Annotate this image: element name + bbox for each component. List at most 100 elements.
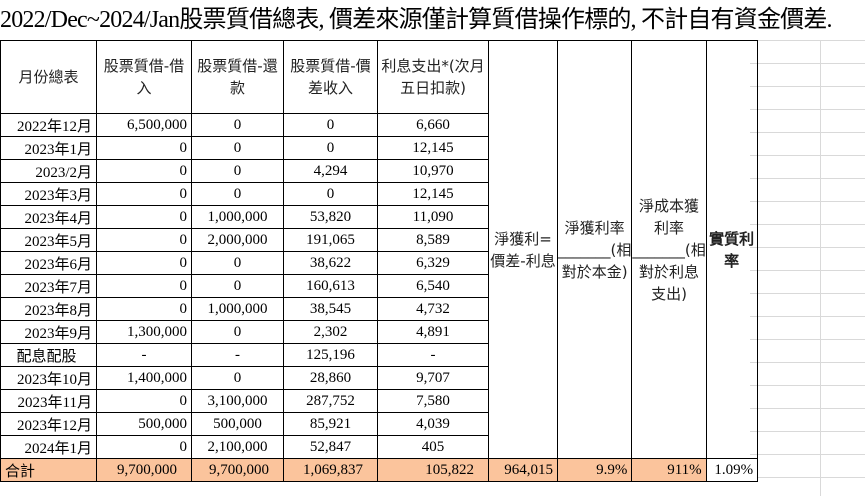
cell-borrow[interactable]: 6,500,000: [96, 113, 192, 137]
cell-spread[interactable]: 0: [283, 113, 378, 137]
table-row: 2023年4月 0 1,000,000 53,820 11,090: [0, 205, 758, 229]
header-interest[interactable]: 利息支出*(次月五日扣款): [377, 40, 489, 114]
cell-repay[interactable]: 2,100,000: [191, 435, 284, 459]
cell-borrow[interactable]: 0: [96, 136, 192, 160]
header-net-profit[interactable]: 淨獲利=價差-利息: [488, 40, 558, 459]
cell-interest[interactable]: 6,540: [377, 274, 489, 298]
cell-borrow[interactable]: 1,400,000: [96, 366, 192, 390]
cell-borrow[interactable]: 0: [96, 205, 192, 229]
total-cost-rate[interactable]: 911%: [631, 458, 707, 482]
cell-borrow[interactable]: 1,300,000: [96, 320, 192, 344]
cell-repay[interactable]: 0: [191, 159, 284, 183]
cell-spread[interactable]: 191,065: [283, 228, 378, 252]
cell-month[interactable]: 2023年5月: [0, 228, 97, 252]
cell-month[interactable]: 2023年6月: [0, 251, 97, 275]
cell-repay[interactable]: 0: [191, 113, 284, 137]
cell-interest[interactable]: 4,732: [377, 297, 489, 321]
cell-interest[interactable]: 405: [377, 435, 489, 459]
cell-spread[interactable]: 160,613: [283, 274, 378, 298]
cell-month[interactable]: 2023年3月: [0, 182, 97, 206]
cell-repay[interactable]: 1,000,000: [191, 297, 284, 321]
cell-month[interactable]: 2023年7月: [0, 274, 97, 298]
spreadsheet: 月份總表 股票質借-借入 股票質借-還款 股票質借-價差收入 利息支出*(次月五…: [0, 40, 758, 482]
header-month[interactable]: 月份總表: [0, 40, 97, 114]
header-net-rate[interactable]: 淨獲利率_______(相對於本金): [556, 40, 633, 459]
cell-borrow[interactable]: -: [96, 343, 192, 367]
total-borrow[interactable]: 9,700,000: [96, 458, 192, 482]
cell-spread[interactable]: 38,622: [283, 251, 378, 275]
cell-spread[interactable]: 28,860: [283, 366, 378, 390]
header-real-rate[interactable]: 實質利率: [705, 40, 758, 459]
cell-month[interactable]: 配息配股: [0, 343, 97, 367]
cell-spread[interactable]: 125,196: [283, 343, 378, 367]
total-spread[interactable]: 1,069,837: [283, 458, 378, 482]
cell-spread[interactable]: 4,294: [283, 159, 378, 183]
total-row: 合計 9,700,000 9,700,000 1,069,837 105,822 964,…: [0, 458, 758, 482]
header-row: 月份總表 股票質借-借入 股票質借-還款 股票質借-價差收入 利息支出*(次月五…: [0, 40, 758, 459]
cell-spread[interactable]: 53,820: [283, 205, 378, 229]
total-repay[interactable]: 9,700,000: [191, 458, 284, 482]
total-label[interactable]: 合計: [0, 458, 97, 482]
cell-repay[interactable]: 0: [191, 136, 284, 160]
cell-interest[interactable]: 9,707: [377, 366, 489, 390]
cell-month[interactable]: 2023年10月: [0, 366, 97, 390]
cell-borrow[interactable]: 0: [96, 297, 192, 321]
cell-borrow[interactable]: 0: [96, 182, 192, 206]
cell-interest[interactable]: 6,660: [377, 113, 489, 137]
cell-borrow[interactable]: 0: [96, 251, 192, 275]
cell-spread[interactable]: 0: [283, 182, 378, 206]
header-cost-rate[interactable]: 淨成本獲利率_______(相對於利息支出): [631, 40, 707, 459]
loan-summary-table: 月份總表 股票質借-借入 股票質借-還款 股票質借-價差收入 利息支出*(次月五…: [0, 40, 758, 482]
cell-repay[interactable]: 0: [191, 251, 284, 275]
cell-repay[interactable]: -: [191, 343, 284, 367]
cell-borrow[interactable]: 0: [96, 389, 192, 413]
cell-spread[interactable]: 85,921: [283, 412, 378, 436]
total-real-rate[interactable]: 1.09%: [705, 458, 758, 482]
cell-spread[interactable]: 38,545: [283, 297, 378, 321]
total-interest[interactable]: 105,822: [377, 458, 489, 482]
cell-borrow[interactable]: 0: [96, 228, 192, 252]
cell-repay[interactable]: 0: [191, 182, 284, 206]
cell-month[interactable]: 2023年9月: [0, 320, 97, 344]
cell-interest[interactable]: 4,039: [377, 412, 489, 436]
header-repay[interactable]: 股票質借-還款: [191, 40, 284, 114]
cell-borrow[interactable]: 500,000: [96, 412, 192, 436]
cell-interest[interactable]: 10,970: [377, 159, 489, 183]
cell-repay[interactable]: 500,000: [191, 412, 284, 436]
cell-interest[interactable]: 7,580: [377, 389, 489, 413]
cell-repay[interactable]: 3,100,000: [191, 389, 284, 413]
cell-borrow[interactable]: 0: [96, 274, 192, 298]
header-spread[interactable]: 股票質借-價差收入: [283, 40, 378, 114]
cell-repay[interactable]: 1,000,000: [191, 205, 284, 229]
cell-interest[interactable]: 12,145: [377, 182, 489, 206]
cell-month[interactable]: 2024年1月: [0, 435, 97, 459]
cell-interest[interactable]: 12,145: [377, 136, 489, 160]
cell-spread[interactable]: 287,752: [283, 389, 378, 413]
cell-month[interactable]: 2023年11月: [0, 389, 97, 413]
table-row: 2023年10月 1,400,000 0 28,860 9,707: [0, 366, 758, 390]
cell-month[interactable]: 2022年12月: [0, 113, 97, 137]
cell-borrow[interactable]: 0: [96, 159, 192, 183]
cell-borrow[interactable]: 0: [96, 435, 192, 459]
cell-spread[interactable]: 2,302: [283, 320, 378, 344]
cell-spread[interactable]: 0: [283, 136, 378, 160]
cell-interest[interactable]: 8,589: [377, 228, 489, 252]
grid-line: [820, 40, 821, 496]
cell-month[interactable]: 2023年8月: [0, 297, 97, 321]
cell-month[interactable]: 2023年4月: [0, 205, 97, 229]
header-borrow[interactable]: 股票質借-借入: [96, 40, 192, 114]
cell-interest[interactable]: -: [377, 343, 489, 367]
cell-interest[interactable]: 4,891: [377, 320, 489, 344]
cell-interest[interactable]: 11,090: [377, 205, 489, 229]
total-net-profit[interactable]: 964,015: [488, 458, 558, 482]
cell-month[interactable]: 2023年1月: [0, 136, 97, 160]
total-net-rate[interactable]: 9.9%: [556, 458, 633, 482]
cell-repay[interactable]: 0: [191, 274, 284, 298]
cell-month[interactable]: 2023/2月: [0, 159, 97, 183]
cell-spread[interactable]: 52,847: [283, 435, 378, 459]
cell-repay[interactable]: 0: [191, 366, 284, 390]
cell-month[interactable]: 2023年12月: [0, 412, 97, 436]
cell-interest[interactable]: 6,329: [377, 251, 489, 275]
cell-repay[interactable]: 2,000,000: [191, 228, 284, 252]
cell-repay[interactable]: 0: [191, 320, 284, 344]
